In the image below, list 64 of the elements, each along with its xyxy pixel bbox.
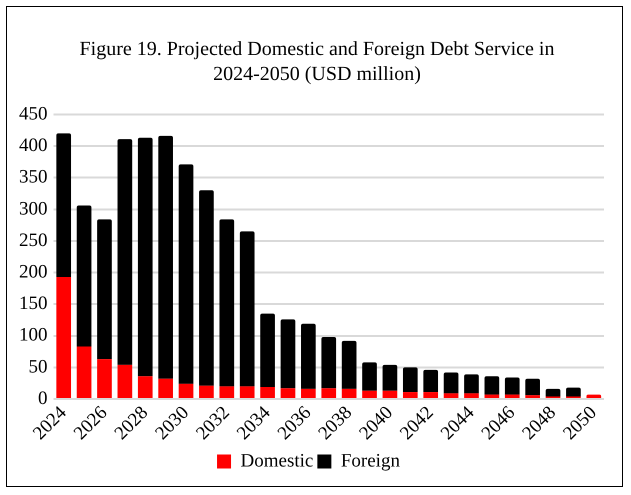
bar [280,388,296,398]
bar [464,374,479,394]
bar [464,393,479,398]
bar [178,164,194,384]
bar [321,337,336,388]
bar [97,219,112,360]
bar [260,386,275,398]
bar [260,314,275,387]
y-tick-label: 250 [19,230,48,251]
bar [118,364,132,398]
bar [484,394,500,398]
bar [402,367,418,392]
bar [97,359,112,398]
bar [423,370,438,392]
bar [484,376,500,395]
bar [362,390,377,398]
bar [301,324,316,389]
bar [444,372,458,394]
y-tick-label: 100 [19,324,48,346]
bar [158,378,173,398]
bar [444,393,458,398]
bar [382,390,398,398]
bar [219,386,234,398]
bar [56,133,72,277]
bar [362,362,377,391]
bar [178,384,194,398]
bar [118,139,132,365]
bar [504,394,520,398]
legend-label: Domestic [240,450,314,472]
bar [199,386,214,398]
bar [219,219,234,386]
y-tick-label: 350 [19,166,48,188]
bar [566,388,581,396]
bar [402,392,418,398]
y-tick-label: 400 [19,135,48,156]
bar [525,378,540,396]
y-tick-label: 450 [19,103,48,124]
legend-label: Foreign [340,450,400,472]
y-tick-label: 300 [19,198,48,220]
chart-title: Figure 19. Projected Domestic and Foreign Debt Service in 2024-2050 (USD million) [78,37,556,87]
bar [321,388,336,398]
bar [199,190,214,386]
bar [504,378,520,395]
bar [280,319,296,388]
bar [382,364,398,391]
bar [240,231,255,386]
bar [138,138,153,376]
bar [342,340,356,389]
y-tick-label: 50 [28,356,48,378]
bar [301,388,316,398]
y-tick-label: 0 [38,388,48,409]
bar [240,386,255,398]
bar [586,394,602,398]
bar [56,276,72,398]
bar [76,205,92,347]
y-tick-label: 200 [19,262,48,282]
bar [342,388,356,398]
bar [423,392,438,398]
bar [525,395,540,398]
bar [546,388,560,396]
bar [138,376,153,398]
y-tick-label: 150 [19,293,48,314]
bar [76,346,92,398]
bar [158,136,173,379]
